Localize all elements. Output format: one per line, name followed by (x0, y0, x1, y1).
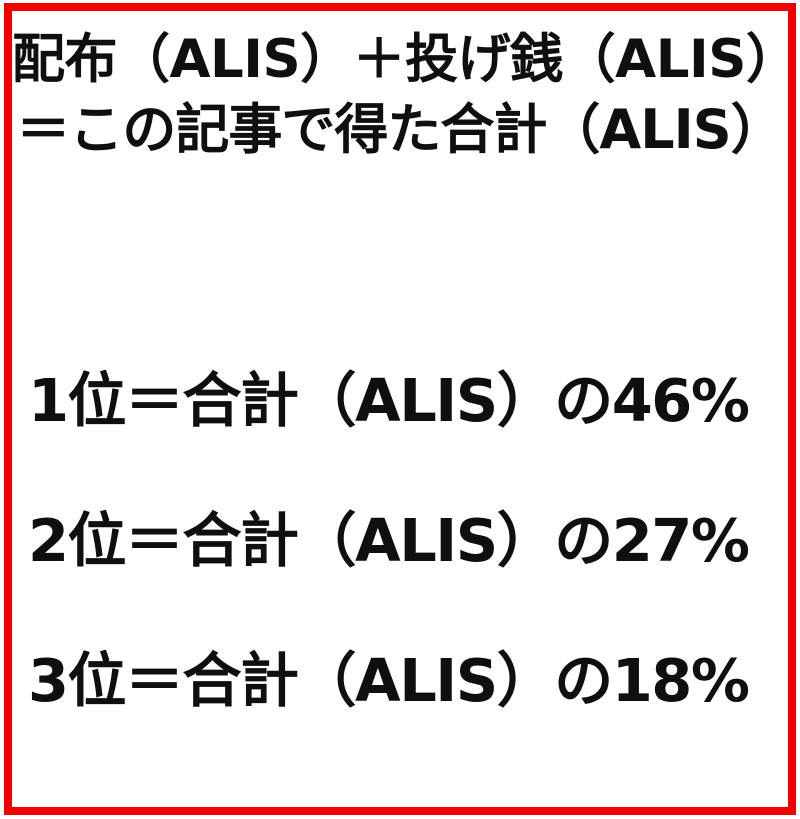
ranking-row-2: 2位＝合計（ALIS）の27% (28, 508, 778, 648)
poster-title: 配布（ALIS）＋投げ銭（ALIS） ＝この記事で得た合計（ALIS） (12, 25, 799, 165)
ranking-row-1: 1位＝合計（ALIS）の46% (28, 368, 778, 508)
ranking-text-3: 3位＝合計（ALIS）の18% (28, 646, 750, 715)
ranking-text-1: 1位＝合計（ALIS）の46% (28, 366, 750, 435)
ranking-list: 1位＝合計（ALIS）の46% 2位＝合計（ALIS）の27% 3位＝合計（AL… (28, 368, 778, 788)
ranking-row-3: 3位＝合計（ALIS）の18% (28, 648, 778, 788)
ranking-text-2: 2位＝合計（ALIS）の27% (28, 506, 750, 575)
title-line-2: ＝この記事で得た合計（ALIS） (16, 98, 784, 161)
red-border-frame: 配布（ALIS）＋投げ銭（ALIS） ＝この記事で得た合計（ALIS） 1位＝合… (4, 3, 799, 815)
title-line-1: 配布（ALIS）＋投げ銭（ALIS） (12, 29, 799, 90)
poster-content: 配布（ALIS）＋投げ銭（ALIS） ＝この記事で得た合計（ALIS） 1位＝合… (12, 11, 799, 807)
